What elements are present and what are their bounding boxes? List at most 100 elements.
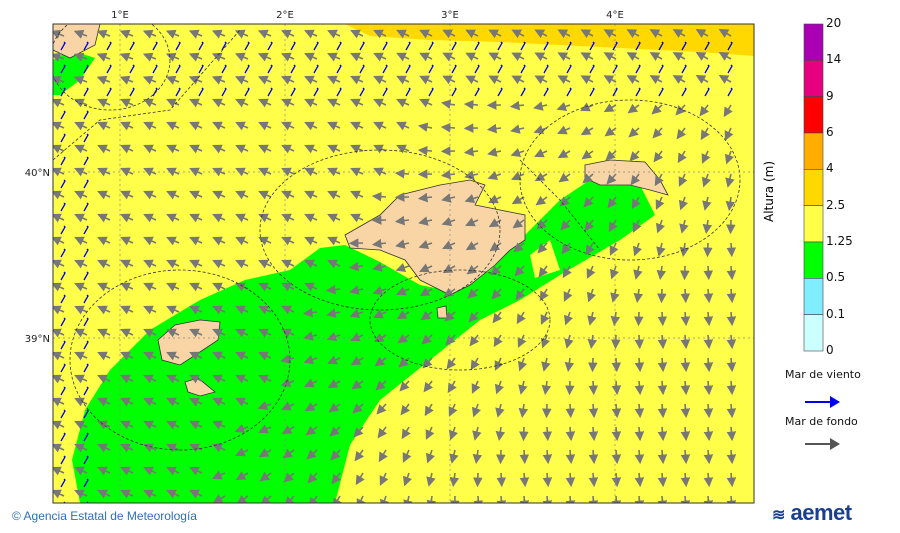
swell-arrow [120, 282, 134, 292]
swell-arrow [465, 75, 479, 85]
swell-arrow [703, 380, 714, 396]
wind-sea-arrow [382, 87, 388, 97]
swell-arrow [166, 489, 180, 499]
wind-sea-arrow [612, 64, 618, 74]
swell-arrow [166, 305, 180, 315]
swell-arrow [511, 52, 525, 62]
swell-arrow [611, 426, 622, 442]
swell-arrow [680, 426, 691, 442]
swell-arrow [605, 150, 617, 161]
swell-arrow [258, 374, 272, 384]
swell-arrow [402, 472, 412, 487]
swell-arrow [586, 288, 596, 303]
swell-arrow [212, 121, 226, 131]
wind-sea-arrow [727, 87, 733, 97]
swell-arrow [73, 29, 88, 39]
swell-arrow [557, 125, 571, 135]
swell-arrow [488, 29, 502, 39]
swell-arrow [496, 472, 507, 488]
swell-arrow [307, 472, 318, 484]
swell-arrow [74, 121, 88, 131]
swell-arrow [235, 305, 249, 315]
swell-arrow [189, 489, 203, 499]
swell-arrow [350, 144, 364, 154]
swell-arrow [657, 495, 668, 503]
swell-arrow [442, 52, 456, 62]
swell-arrow [724, 150, 734, 165]
wind-sea-arrow [60, 87, 66, 97]
wind-sea-arrow [244, 64, 250, 74]
wind-sea-arrow [290, 41, 296, 51]
wind-sea-arrow [359, 64, 365, 74]
swell-arrow [97, 144, 111, 154]
wind-sea-arrow [83, 248, 89, 258]
colorbar-band [803, 314, 824, 352]
wind-sea-arrow [175, 87, 181, 97]
swell-arrow [703, 426, 714, 442]
swell-arrow [349, 285, 364, 295]
swell-arrow [235, 259, 249, 269]
swell-arrow [401, 426, 411, 440]
swell-arrow [447, 380, 457, 394]
swell-arrow [143, 259, 157, 269]
wind-sea-arrow [63, 501, 66, 503]
swell-arrow [373, 121, 387, 131]
cabrera [436, 305, 448, 319]
swell-arrow [655, 196, 665, 210]
swell-arrow [517, 357, 527, 372]
swell-arrow [257, 400, 272, 411]
swell-arrow [281, 52, 295, 62]
wind-sea-arrow [60, 455, 66, 465]
swell-arrow [325, 284, 341, 295]
swell-arrow [442, 29, 456, 39]
swell-arrow [96, 29, 111, 39]
swell-arrow [672, 52, 686, 61]
wind-sea-arrow [244, 87, 250, 97]
wind-sea-arrow [60, 225, 66, 235]
swell-arrow [399, 380, 410, 392]
swell-arrow [73, 75, 88, 85]
swell-arrow [651, 104, 663, 115]
swell-arrow [189, 213, 203, 223]
swell-arrow [97, 328, 111, 338]
swell-arrow [672, 75, 686, 84]
swell-arrow [53, 144, 65, 154]
wind-sea-arrow [129, 87, 135, 97]
swell-arrow [373, 309, 387, 319]
swell-arrow [120, 328, 134, 338]
swell-arrow [143, 466, 157, 476]
swell-arrow [588, 380, 599, 396]
swell-arrow [492, 311, 503, 324]
wind-sea-arrow [313, 64, 319, 74]
swell-arrow [373, 167, 387, 177]
swell-arrow [726, 288, 737, 304]
swell-arrow [726, 495, 737, 503]
swell-arrow [631, 196, 641, 210]
swell-arrow [538, 265, 549, 278]
swell-arrow [211, 29, 226, 39]
swell-arrow [143, 167, 157, 177]
wind-sea-arrow [612, 41, 618, 51]
swell-arrow [628, 127, 640, 138]
swell-arrow [350, 98, 364, 108]
colorbar-level: 4 [826, 161, 834, 176]
swell-arrow [281, 121, 295, 131]
swell-arrow [626, 52, 640, 62]
wind-sea-arrow [704, 87, 710, 97]
swell-arrow [417, 145, 433, 156]
swell-arrow [350, 213, 364, 223]
swell-arrow [419, 52, 433, 62]
wind-sea-arrow [658, 87, 664, 97]
swell-arrow [513, 242, 525, 253]
swell-arrow [352, 403, 364, 414]
swell-arrow [235, 351, 249, 361]
swell-arrow [649, 75, 663, 84]
wind-sea-arrow [83, 409, 89, 419]
swell-arrow [143, 282, 157, 292]
swell-arrow [74, 282, 88, 292]
swell-arrow [350, 52, 364, 62]
swell-arrow [281, 282, 295, 292]
wind-sea-arrow [83, 110, 89, 120]
swell-arrow [258, 121, 272, 131]
swell-label: Mar de fondo [785, 415, 858, 428]
